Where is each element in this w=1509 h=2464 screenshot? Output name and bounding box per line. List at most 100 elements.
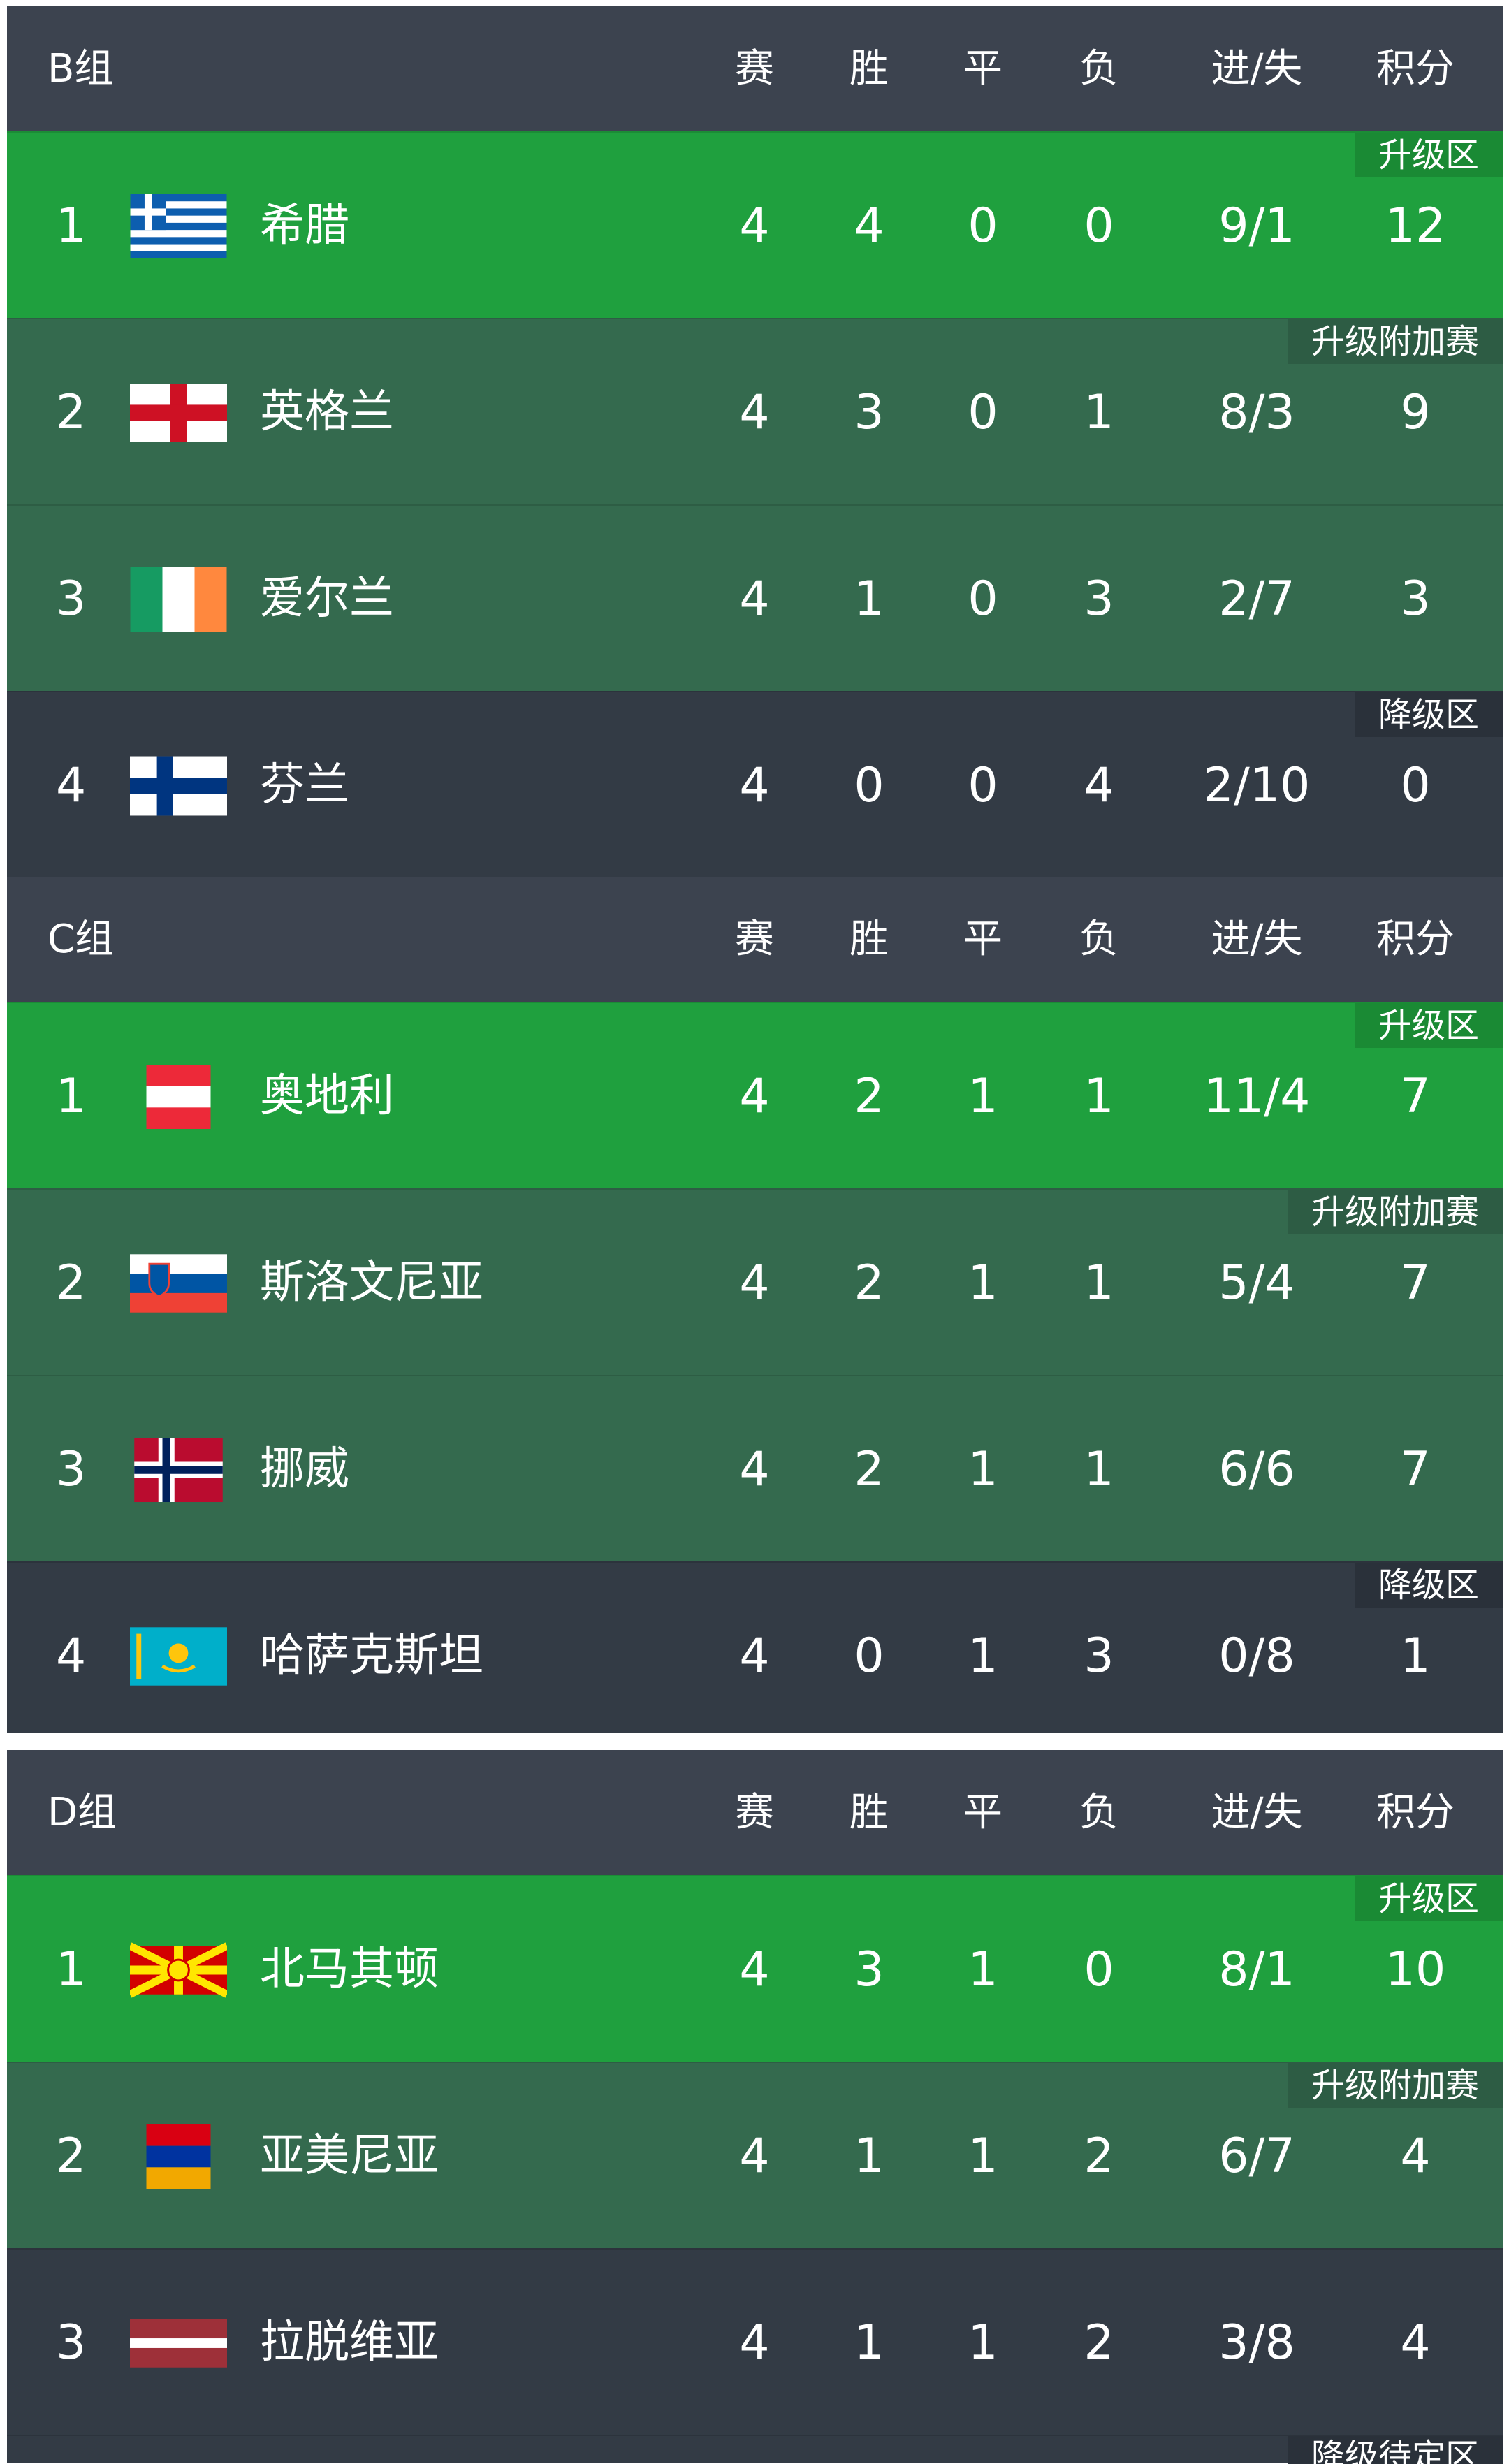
- team-row[interactable]: 3 挪威 4 2 1 1 6/6 7: [7, 1375, 1503, 1561]
- stat-points: 1: [1400, 1628, 1431, 1684]
- column-header-points: 积分: [1376, 917, 1455, 962]
- stat-played: 4: [739, 1069, 770, 1124]
- stat-drawn: 1: [968, 1942, 998, 1997]
- stat-played: 4: [739, 2129, 770, 2184]
- column-header-drawn: 平: [963, 1790, 1003, 1835]
- stat-points: 12: [1385, 198, 1446, 254]
- team-name[interactable]: 英格兰: [260, 386, 394, 438]
- zone-badge: 升级区: [1354, 1003, 1503, 1048]
- stat-goals: 11/4: [1203, 1069, 1311, 1124]
- team-rank: 1: [56, 1069, 87, 1124]
- team-rank: 2: [56, 1255, 87, 1311]
- stat-won: 3: [854, 385, 884, 440]
- team-row[interactable]: 1 奥地利 4 2 1 1 11/4 7 升级区: [7, 1002, 1503, 1188]
- stat-played: 4: [739, 1942, 770, 1997]
- team-name[interactable]: 拉脱维亚: [260, 2317, 439, 2368]
- stat-points: 4: [1400, 2315, 1431, 2370]
- column-header-played: 赛: [735, 1790, 774, 1835]
- stat-points: 9: [1400, 385, 1431, 440]
- team-rank: 4: [56, 758, 87, 813]
- team-name[interactable]: 挪威: [260, 1443, 349, 1495]
- stat-won: 1: [854, 2315, 884, 2370]
- stat-won: 4: [854, 198, 884, 254]
- stat-goals: 6/6: [1218, 1442, 1295, 1497]
- norway-flag-icon: [130, 1438, 227, 1502]
- team-row[interactable]: 4 哈萨克斯坦 4 0 1 3 0/8 1 降级区: [7, 1561, 1503, 1733]
- team-name[interactable]: 亚美尼亚: [260, 2130, 439, 2182]
- team-name[interactable]: 斯洛文尼亚: [260, 1257, 483, 1308]
- stat-played: 4: [739, 385, 770, 440]
- team-row[interactable]: 3 拉脱维亚 4 1 1 2 3/8 4: [7, 2248, 1503, 2435]
- stat-lost: 1: [1084, 385, 1114, 440]
- column-header-goals: 进/失: [1211, 46, 1303, 92]
- zone-badge: 升级区: [1354, 133, 1503, 177]
- column-header-played: 赛: [735, 917, 774, 962]
- column-header-lost: 负: [1079, 46, 1118, 92]
- column-header-played: 赛: [735, 46, 774, 92]
- group-name: B组: [48, 46, 114, 92]
- stat-drawn: 0: [968, 198, 998, 254]
- stat-lost: 1: [1084, 1255, 1114, 1311]
- team-rank: 1: [56, 198, 87, 254]
- stat-lost: 3: [1084, 1628, 1114, 1684]
- north-macedonia-flag-icon: [130, 1938, 227, 2002]
- stat-goals: 8/3: [1218, 385, 1295, 440]
- stat-goals: 3/8: [1218, 2315, 1295, 2370]
- column-header-goals: 进/失: [1211, 917, 1303, 962]
- stat-goals: 5/4: [1218, 1255, 1295, 1311]
- team-row[interactable]: 4 芬兰 4 0 0 4 2/10 0 降级区: [7, 691, 1503, 877]
- team-name[interactable]: 希腊: [260, 200, 349, 251]
- team-row[interactable]: 1 希腊 4 4 0 0 9/1 12 升级区: [7, 131, 1503, 318]
- stat-goals: 8/1: [1218, 1942, 1295, 1997]
- kazakhstan-flag-icon: [130, 1624, 227, 1689]
- stat-played: 4: [739, 198, 770, 254]
- stat-won: 2: [854, 1069, 884, 1124]
- team-row[interactable]: 2 英格兰 4 3 0 1 8/3 9 升级附加赛: [7, 318, 1503, 504]
- stat-drawn: 0: [968, 758, 998, 813]
- stat-points: 7: [1400, 1255, 1431, 1311]
- team-name[interactable]: 芬兰: [260, 759, 349, 811]
- stat-played: 4: [739, 571, 770, 627]
- stat-lost: 0: [1084, 198, 1114, 254]
- stat-points: 4: [1400, 2129, 1431, 2184]
- team-rank: 3: [56, 571, 87, 627]
- stat-lost: 0: [1084, 1942, 1114, 1997]
- group-header: C组 赛 胜 平 负 进/失 积分: [7, 877, 1503, 1002]
- group-table: D组赛胜平负进/失 积分 1 北马其顿 4 3 1 0 8/1 10 升级区 2 亚美尼亚 4 1 1 2 6/7…: [7, 1750, 1503, 2464]
- team-name[interactable]: 哈萨克斯坦: [260, 1630, 483, 1682]
- team-rank: 2: [56, 385, 87, 440]
- stat-drawn: 1: [968, 2129, 998, 2184]
- zone-badge: 降级区: [1354, 692, 1503, 737]
- stat-points: 0: [1400, 758, 1431, 813]
- armenia-flag-icon: [130, 2124, 227, 2189]
- column-header-lost: 负: [1079, 917, 1118, 962]
- stat-won: 0: [854, 758, 884, 813]
- zone-badge: 升级附加赛: [1287, 319, 1503, 364]
- team-rank: 2: [56, 2129, 87, 2184]
- austria-flag-icon: [130, 1065, 227, 1129]
- stat-goals: 6/7: [1218, 2129, 1295, 2184]
- team-name[interactable]: 爱尔兰: [260, 573, 394, 625]
- team-row[interactable]: 2 亚美尼亚 4 1 1 2 6/7 4 升级附加赛: [7, 2062, 1503, 2248]
- team-row[interactable]: 2 斯洛文尼亚 4 2 1 1 5/4 7 升级附加赛: [7, 1188, 1503, 1375]
- stat-won: 2: [854, 1442, 884, 1497]
- zone-badge: 降级待定区: [1287, 2436, 1503, 2464]
- team-rank: 3: [56, 2315, 87, 2370]
- ireland-flag-icon: [130, 567, 227, 632]
- stat-points: 7: [1400, 1069, 1431, 1124]
- stat-goals: 9/1: [1218, 198, 1295, 254]
- team-name[interactable]: 北马其顿: [260, 1944, 439, 1995]
- greece-flag-icon: [130, 194, 227, 258]
- team-name[interactable]: 奥地利: [260, 1070, 394, 1122]
- stat-drawn: 0: [968, 385, 998, 440]
- column-header-points: 积分: [1376, 46, 1455, 92]
- stat-lost: 3: [1084, 571, 1114, 627]
- team-row[interactable]: 3 爱尔兰 4 1 0 3 2/7 3: [7, 504, 1503, 691]
- england-flag-icon: [130, 381, 227, 445]
- team-row[interactable]: 1 北马其顿 4 3 1 0 8/1 10 升级区: [7, 1875, 1503, 2062]
- zone-badge: 升级附加赛: [1287, 2063, 1503, 2108]
- stat-drawn: 1: [968, 1069, 998, 1124]
- stat-goals: 0/8: [1218, 1628, 1295, 1684]
- stat-lost: 1: [1084, 1442, 1114, 1497]
- stat-goals: 2/7: [1218, 571, 1295, 627]
